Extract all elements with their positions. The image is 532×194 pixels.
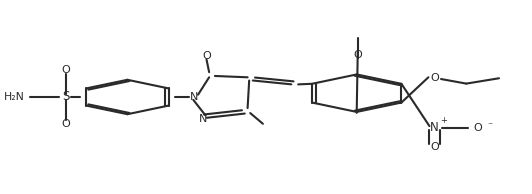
Text: O: O xyxy=(61,119,70,129)
Text: O: O xyxy=(202,51,211,61)
Text: O: O xyxy=(353,50,362,60)
Text: N: N xyxy=(198,114,207,124)
Text: N: N xyxy=(190,92,198,102)
Text: H₂N: H₂N xyxy=(4,92,24,102)
Text: O: O xyxy=(61,65,70,75)
Text: O: O xyxy=(473,123,483,133)
Text: S: S xyxy=(62,90,70,104)
Text: +: + xyxy=(439,116,446,125)
Text: O: O xyxy=(430,73,439,83)
Text: N: N xyxy=(430,121,439,134)
Text: ⁻: ⁻ xyxy=(487,121,492,131)
Text: O: O xyxy=(430,142,439,152)
